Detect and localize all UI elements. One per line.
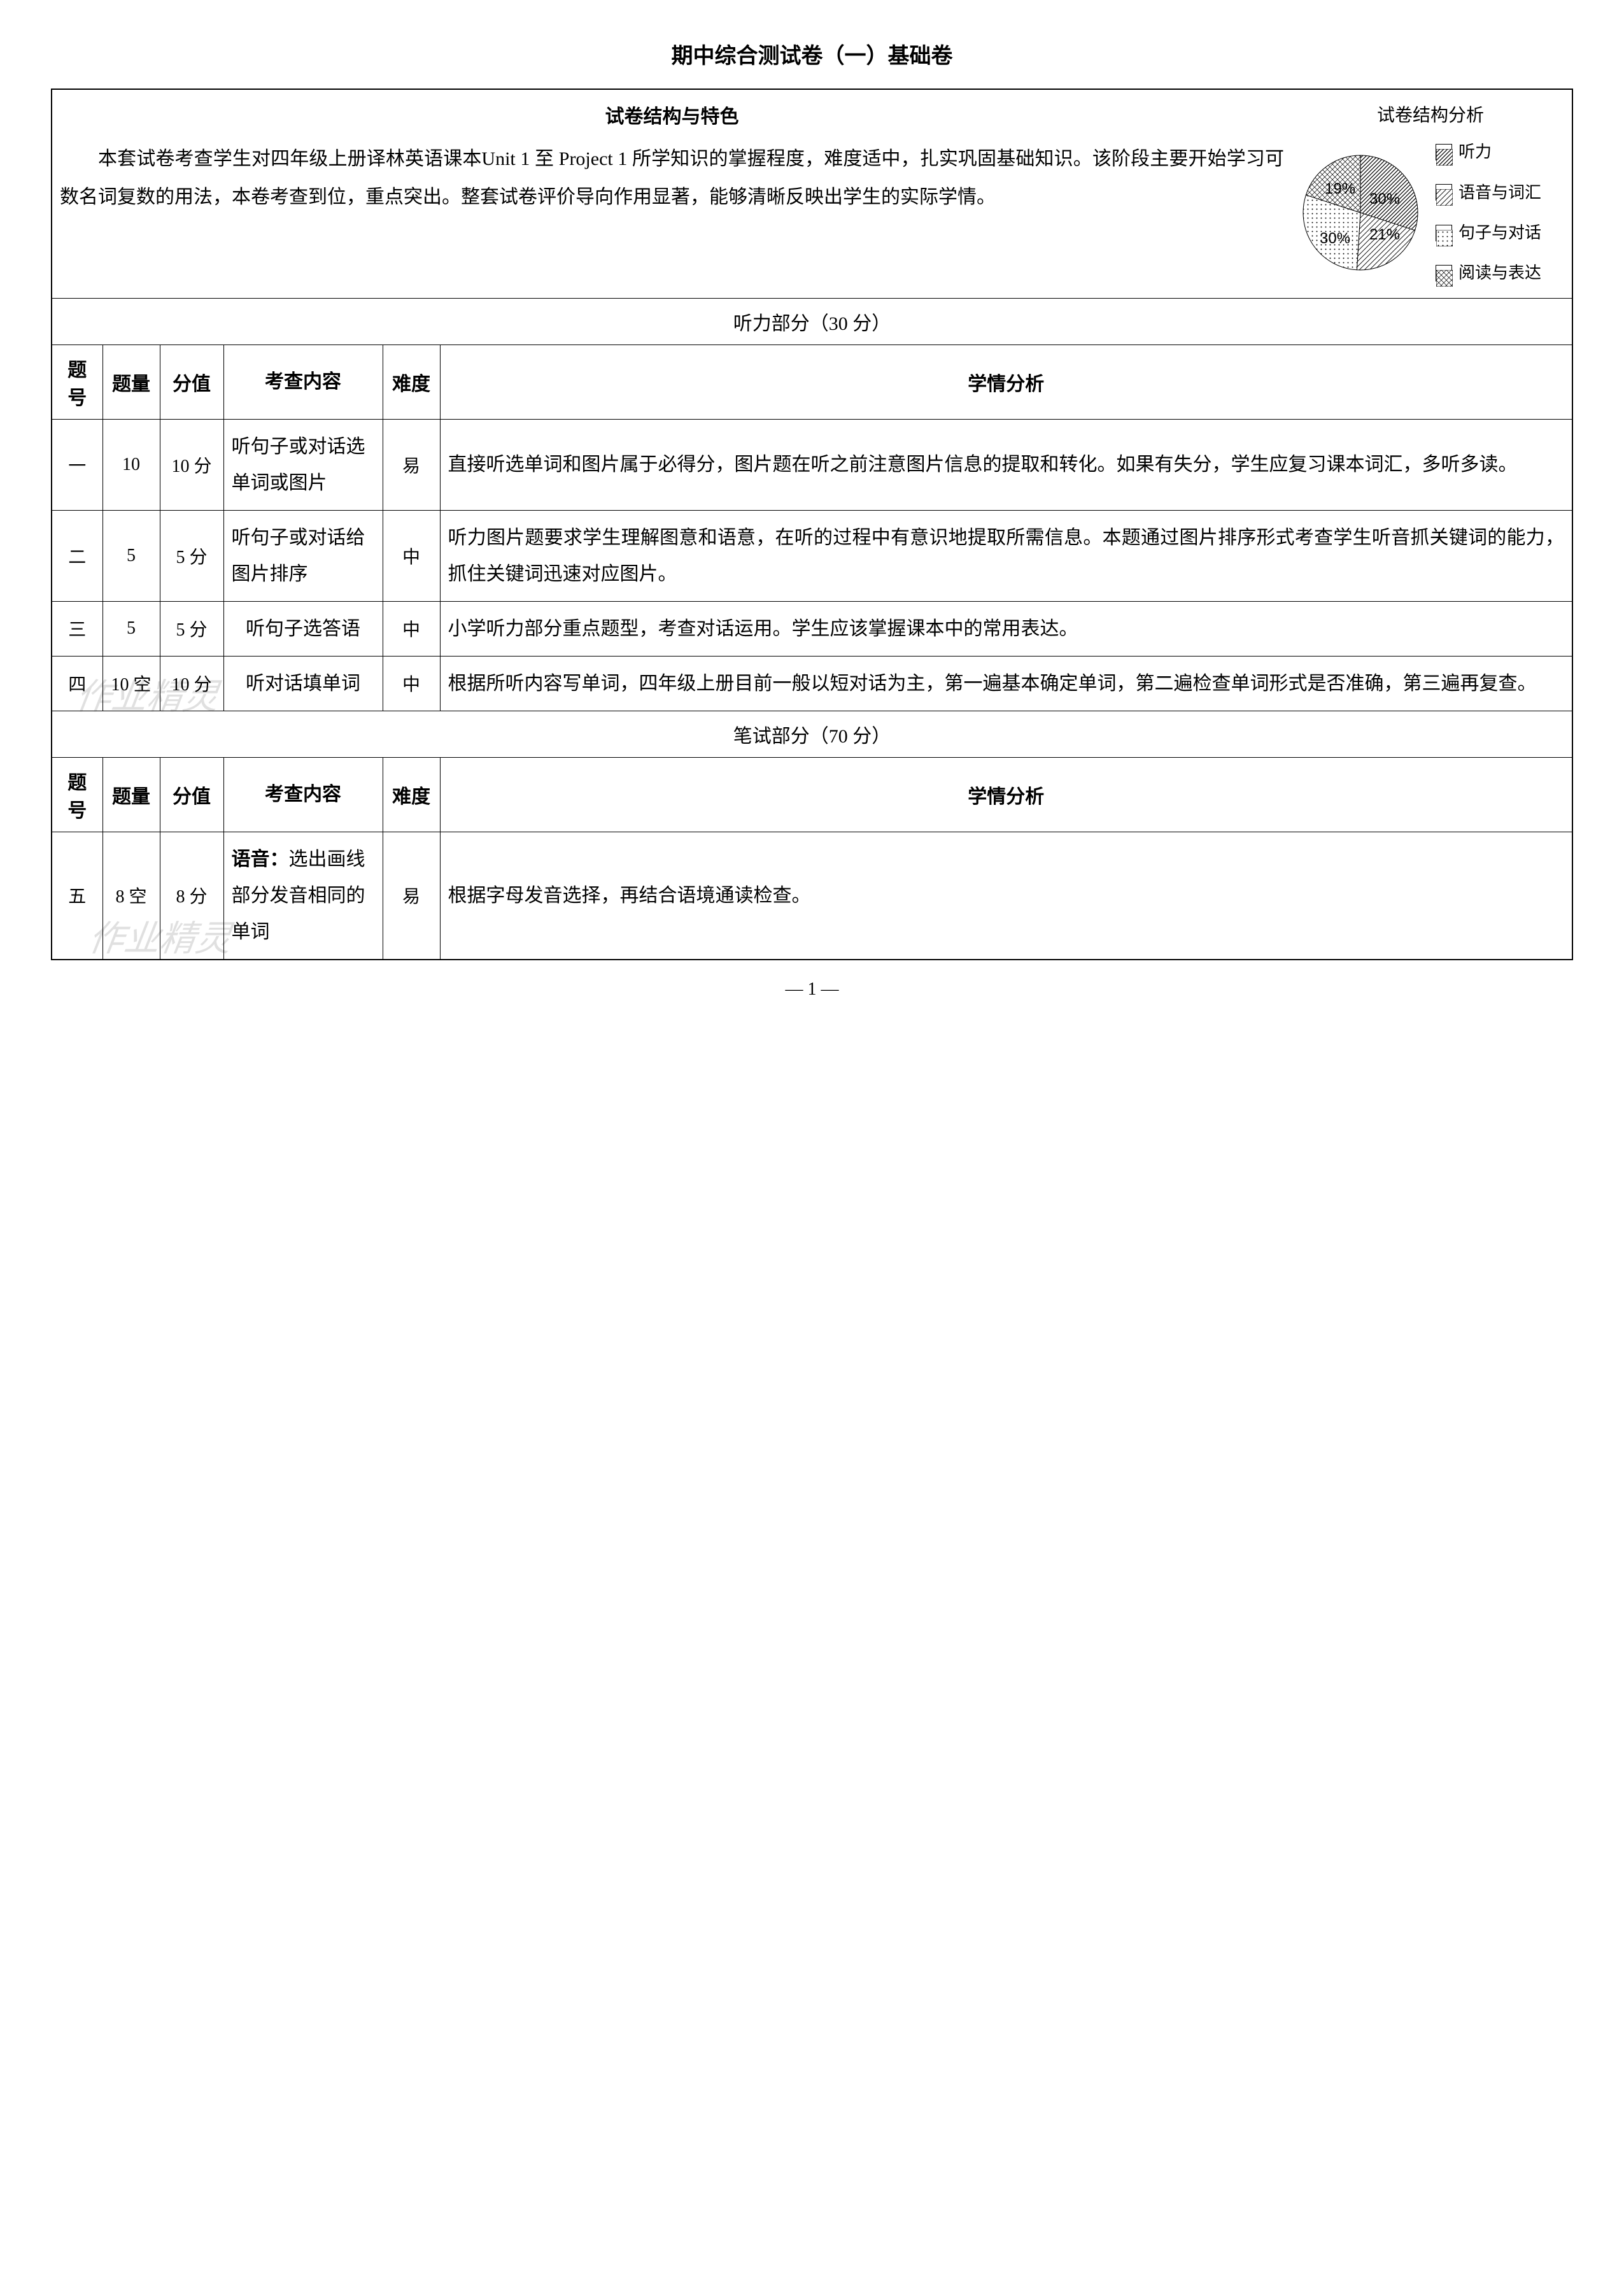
cell-content: 听句子或对话选单词或图片: [223, 419, 383, 510]
chart-area: 试卷结构分析: [1297, 99, 1564, 289]
cell-count: 5: [102, 510, 160, 601]
page-content: 期中综合测试卷（一）基础卷 试卷结构与特色 本套试卷考查学生对四年级上册译林英语…: [51, 38, 1573, 1000]
intro-header: 试卷结构与特色: [60, 99, 1284, 135]
intro-cell: 试卷结构与特色 本套试卷考查学生对四年级上册译林英语课本Unit 1 至 Pro…: [52, 89, 1572, 298]
section2-header: 笔试部分（70 分）: [52, 711, 1572, 757]
col-analysis: 学情分析: [440, 757, 1572, 832]
intro-wrap: 试卷结构与特色 本套试卷考查学生对四年级上册译林英语课本Unit 1 至 Pro…: [60, 99, 1564, 289]
col-diff: 难度: [383, 757, 440, 832]
cell-count: 10: [102, 419, 160, 510]
legend-swatch-0: [1436, 144, 1452, 160]
content-label: 语音：: [232, 849, 289, 870]
page-number: — 1 —: [51, 979, 1573, 1000]
cell-content: 语音：选出画线部分发音相同的单词: [223, 832, 383, 960]
legend-item-2: 句子与对话: [1436, 217, 1541, 248]
cell-score: 5 分: [160, 601, 223, 656]
cell-num: 三: [52, 601, 102, 656]
cell-content: 听句子或对话给图片排序: [223, 510, 383, 601]
cell-analysis: 根据所听内容写单词，四年级上册目前一般以短对话为主，第一遍基本确定单词，第二遍检…: [440, 656, 1572, 711]
section2-columns: 题号 题量 分值 考查内容 难度 学情分析: [52, 757, 1572, 832]
pie-label-0: 30%: [1369, 185, 1400, 214]
cell-analysis: 直接听选单词和图片属于必得分，图片题在听之前注意图片信息的提取和转化。如果有失分…: [440, 419, 1572, 510]
pie-svg: [1297, 149, 1424, 276]
cell-num: 一: [52, 419, 102, 510]
page-title: 期中综合测试卷（一）基础卷: [51, 38, 1573, 69]
col-content: 考查内容: [223, 757, 383, 832]
cell-analysis: 小学听力部分重点题型，考查对话运用。学生应该掌握课本中的常用表达。: [440, 601, 1572, 656]
cell-analysis: 听力图片题要求学生理解图意和语意，在听的过程中有意识地提取所需信息。本题通过图片…: [440, 510, 1572, 601]
cell-count: 8 空: [102, 832, 160, 960]
cell-score: 10 分: [160, 419, 223, 510]
section1-header: 听力部分（30 分）: [52, 298, 1572, 344]
cell-count: 5: [102, 601, 160, 656]
table-row: 三 5 5 分 听句子选答语 中 小学听力部分重点题型，考查对话运用。学生应该掌…: [52, 601, 1572, 656]
legend-item-1: 语音与词汇: [1436, 177, 1541, 208]
legend-label-3: 阅读与表达: [1458, 257, 1541, 288]
legend: 听力 语音与词汇 句子与对话: [1436, 136, 1541, 289]
col-count: 题量: [102, 757, 160, 832]
cell-content: 听对话填单词: [223, 656, 383, 711]
pie-label-2: 30%: [1320, 224, 1350, 253]
cell-score: 10 分: [160, 656, 223, 711]
pie-label-1: 21%: [1369, 220, 1400, 250]
legend-label-2: 句子与对话: [1458, 217, 1541, 248]
col-content: 考查内容: [223, 344, 383, 419]
section1-columns: 题号 题量 分值 考查内容 难度 学情分析: [52, 344, 1572, 419]
legend-label-1: 语音与词汇: [1458, 177, 1541, 208]
col-num: 题号: [52, 344, 102, 419]
cell-score: 8 分: [160, 832, 223, 960]
pie-chart: 30% 21% 30% 19%: [1297, 149, 1424, 276]
cell-content: 听句子选答语: [223, 601, 383, 656]
table-row: 一 10 10 分 听句子或对话选单词或图片 易 直接听选单词和图片属于必得分，…: [52, 419, 1572, 510]
cell-analysis: 根据字母发音选择，再结合语境通读检查。: [440, 832, 1572, 960]
cell-num: 四: [52, 656, 102, 711]
chart-content: 30% 21% 30% 19% 听力: [1297, 136, 1564, 289]
legend-label-0: 听力: [1458, 136, 1492, 167]
main-table: 试卷结构与特色 本套试卷考查学生对四年级上册译林英语课本Unit 1 至 Pro…: [51, 89, 1573, 960]
cell-diff: 易: [383, 832, 440, 960]
cell-score: 5 分: [160, 510, 223, 601]
table-row: 五 8 空 8 分 语音：选出画线部分发音相同的单词 易 根据字母发音选择，再结…: [52, 832, 1572, 960]
col-score: 分值: [160, 344, 223, 419]
col-score: 分值: [160, 757, 223, 832]
cell-diff: 中: [383, 510, 440, 601]
cell-diff: 易: [383, 419, 440, 510]
table-row: 二 5 5 分 听句子或对话给图片排序 中 听力图片题要求学生理解图意和语意，在…: [52, 510, 1572, 601]
cell-diff: 中: [383, 656, 440, 711]
table-row: 四 10 空 10 分 听对话填单词 中 根据所听内容写单词，四年级上册目前一般…: [52, 656, 1572, 711]
intro-left: 试卷结构与特色 本套试卷考查学生对四年级上册译林英语课本Unit 1 至 Pro…: [60, 99, 1284, 289]
legend-item-3: 阅读与表达: [1436, 257, 1541, 288]
legend-item-0: 听力: [1436, 136, 1541, 167]
cell-num: 五: [52, 832, 102, 960]
col-diff: 难度: [383, 344, 440, 419]
col-num: 题号: [52, 757, 102, 832]
intro-text: 本套试卷考查学生对四年级上册译林英语课本Unit 1 至 Project 1 所…: [60, 140, 1284, 217]
col-count: 题量: [102, 344, 160, 419]
legend-swatch-1: [1436, 184, 1452, 201]
pie-label-3: 19%: [1325, 174, 1355, 204]
legend-swatch-2: [1436, 225, 1452, 241]
cell-diff: 中: [383, 601, 440, 656]
chart-title: 试卷结构分析: [1297, 99, 1564, 132]
cell-num: 二: [52, 510, 102, 601]
col-analysis: 学情分析: [440, 344, 1572, 419]
cell-count: 10 空: [102, 656, 160, 711]
legend-swatch-3: [1436, 265, 1452, 281]
